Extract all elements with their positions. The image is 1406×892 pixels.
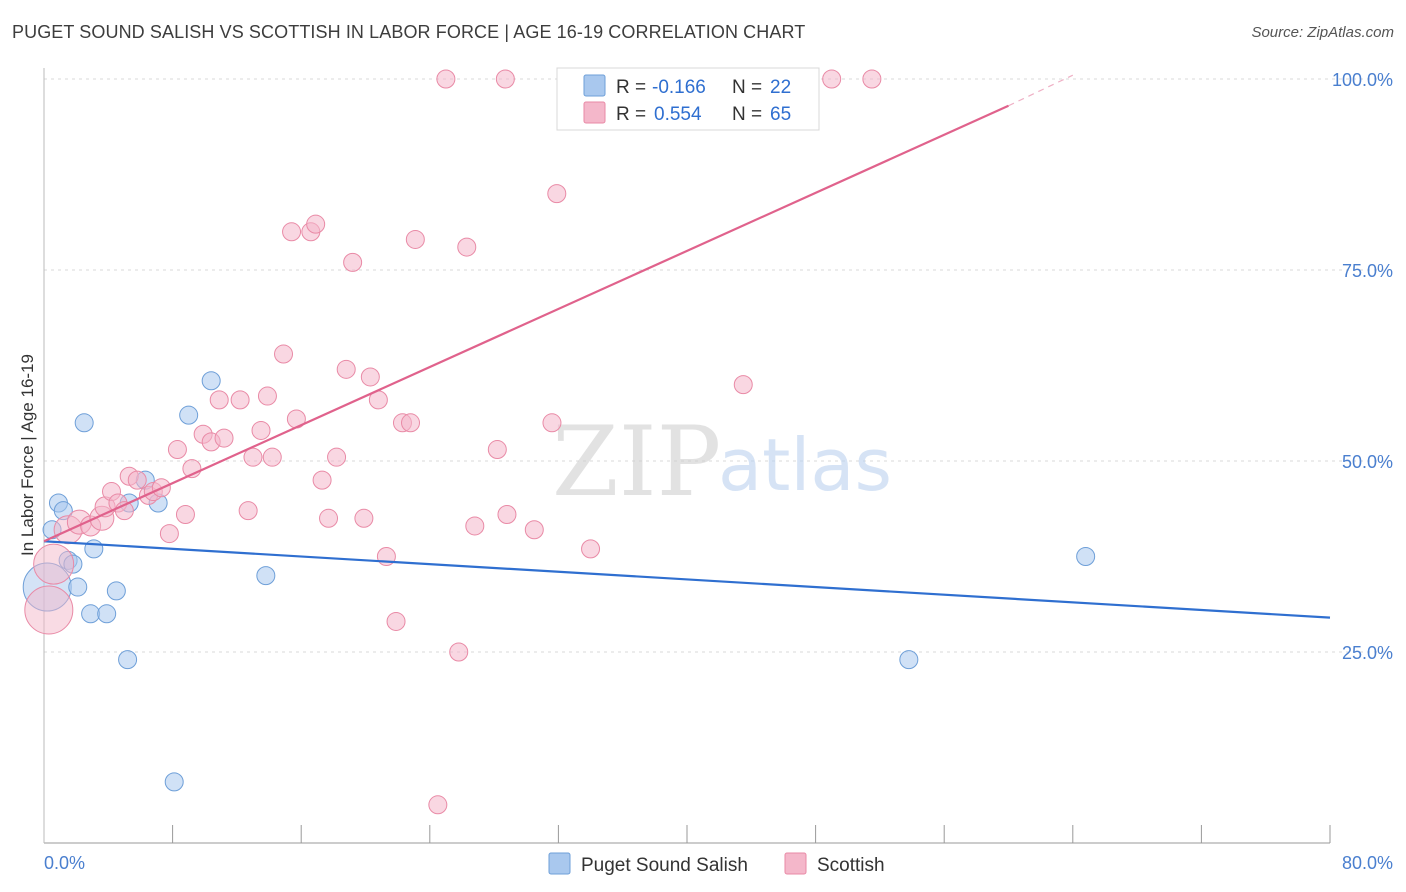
point-scottish-33 (306, 214, 326, 234)
point-scottish-58 (581, 539, 601, 559)
point-scottish-56 (542, 413, 562, 433)
point-scottish-50 (457, 237, 477, 257)
legend-bottom-label-scottish: Scottish (817, 855, 885, 876)
point-scottish-16 (167, 440, 187, 460)
point-scottish-45 (401, 413, 421, 433)
point-salish-17 (179, 405, 199, 425)
point-scottish-47 (428, 795, 448, 815)
point-scottish-43 (386, 611, 406, 631)
x-tick-label-min: 0.0% (44, 853, 85, 873)
y-tick-label-50: 50.0% (1342, 452, 1393, 472)
legend-top-n-label-salish: N = (732, 77, 762, 98)
point-scottish-39 (354, 508, 374, 528)
point-scottish-23 (230, 390, 250, 410)
point-salish-8 (81, 604, 101, 624)
trendline-scottish-extension (1008, 74, 1074, 107)
point-scottish-52 (487, 440, 507, 460)
point-salish-6 (68, 577, 88, 597)
point-scottish-57 (547, 184, 567, 204)
point-scottish-36 (327, 447, 347, 467)
chart-source: Source: ZipAtlas.com (1251, 24, 1394, 41)
legend-top-n-value-salish: 22 (770, 77, 791, 98)
point-scottish-17 (175, 504, 195, 524)
point-scottish-24 (238, 501, 258, 521)
point-salish-10 (97, 604, 117, 624)
watermark-atlas: atlas (718, 423, 892, 507)
point-scottish-28 (262, 447, 282, 467)
y-tick-label-100: 100.0% (1332, 70, 1393, 90)
point-scottish-40 (360, 367, 380, 387)
trendline-salish (43, 540, 1331, 619)
y-tick-labels: 100.0% 75.0% 50.0% 25.0% (1332, 70, 1393, 663)
point-scottish-37 (336, 359, 356, 379)
legend-bottom: Puget Sound Salish Scottish (548, 852, 885, 876)
axes (43, 68, 1331, 844)
gridlines (44, 78, 1392, 653)
point-scottish-35 (319, 508, 339, 528)
point-salish-16 (164, 772, 184, 792)
y-tick-label-75: 75.0% (1342, 261, 1393, 281)
point-scottish-54 (495, 69, 515, 89)
point-scottish-1 (33, 543, 75, 585)
point-scottish-27 (257, 386, 277, 406)
point-salish-20 (899, 650, 919, 670)
point-scottish-30 (282, 222, 302, 242)
legend-top-r-label-salish: R = (616, 77, 646, 98)
x-tick-label-max: 80.0% (1342, 853, 1393, 873)
watermark: ZIP atlas (552, 406, 892, 518)
x-ticks (172, 825, 1331, 843)
legend-top: R = -0.166 N = 22 R = 0.554 N = 65 (556, 67, 820, 131)
point-scottish-26 (251, 420, 271, 440)
trendline-scottish (43, 104, 1009, 543)
legend-top-swatch-salish (583, 74, 606, 97)
point-scottish-15 (159, 524, 179, 544)
point-salish-12 (118, 650, 138, 670)
point-scottish-22 (214, 428, 234, 448)
point-scottish-25 (243, 447, 263, 467)
point-scottish-34 (312, 470, 332, 490)
point-scottish-0 (24, 585, 74, 635)
point-scottish-53 (497, 504, 517, 524)
legend-top-r-value-scottish: 0.554 (654, 104, 702, 125)
legend-bottom-swatch-salish (548, 852, 571, 875)
point-scottish-29 (274, 344, 294, 364)
point-salish-11 (106, 581, 126, 601)
legend-bottom-swatch-scottish (784, 852, 807, 875)
point-salish-7 (74, 413, 94, 433)
point-scottish-62 (733, 375, 753, 395)
point-scottish-64 (862, 69, 882, 89)
legend-top-n-label-scottish: N = (732, 104, 762, 125)
point-salish-9 (84, 539, 104, 559)
y-axis-label: In Labor Force | Age 16-19 (18, 354, 37, 556)
point-scottish-51 (465, 516, 485, 536)
point-scottish-38 (343, 252, 363, 272)
point-scottish-21 (209, 390, 229, 410)
legend-top-swatch-scottish (583, 101, 606, 124)
point-salish-21 (1076, 547, 1096, 566)
point-scottish-46 (405, 229, 425, 249)
chart-title: PUGET SOUND SALISH VS SCOTTISH IN LABOR … (12, 22, 806, 42)
watermark-zip: ZIP (552, 406, 721, 518)
legend-top-r-value-salish: -0.166 (652, 77, 706, 98)
legend-top-r-label-scottish: R = (616, 104, 646, 125)
point-scottish-49 (449, 642, 469, 662)
point-scottish-55 (524, 520, 544, 540)
point-scottish-48 (436, 69, 456, 89)
point-salish-19 (256, 566, 276, 586)
y-tick-label-25: 25.0% (1342, 643, 1393, 663)
point-scottish-11 (127, 470, 147, 490)
point-salish-18 (201, 371, 221, 391)
trend-layer (43, 74, 1331, 619)
legend-bottom-label-salish: Puget Sound Salish (581, 855, 748, 876)
legend-top-n-value-scottish: 65 (770, 104, 791, 125)
point-scottish-63 (822, 69, 842, 89)
